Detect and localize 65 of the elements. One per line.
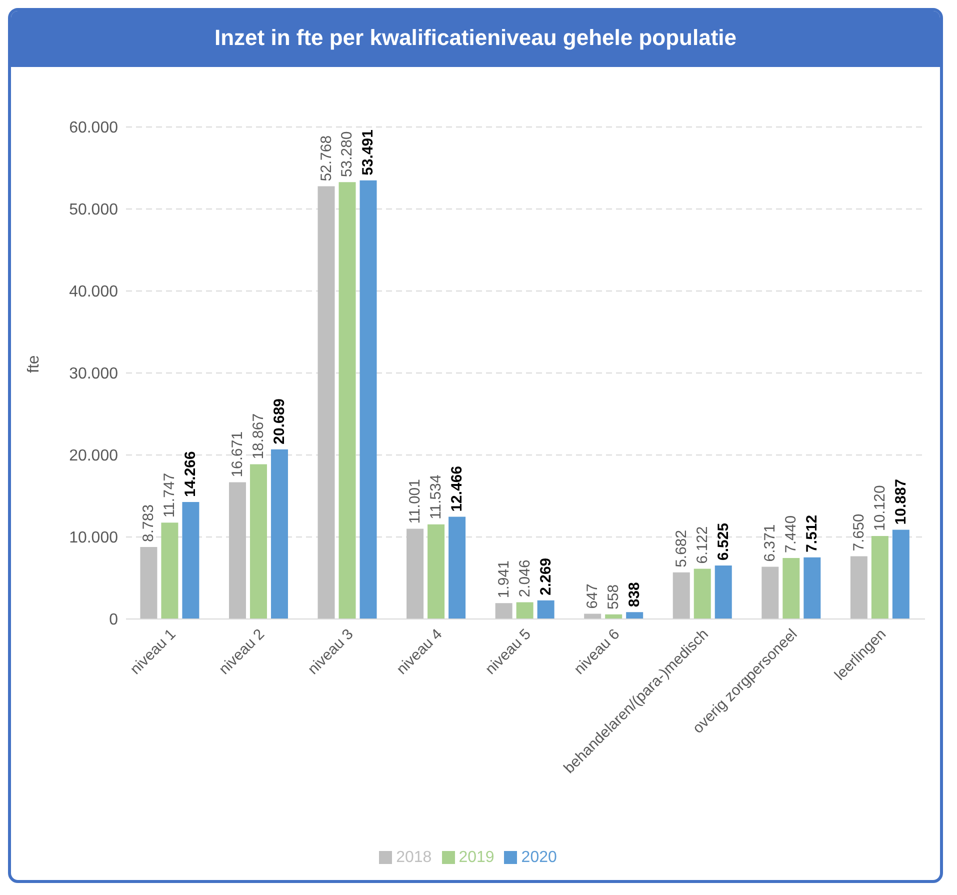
data-label: 1.941 (495, 560, 512, 598)
bar (428, 524, 445, 619)
bar (804, 557, 821, 619)
data-label: 6.525 (714, 522, 732, 560)
bar (182, 502, 200, 619)
data-label: 52.768 (318, 135, 335, 182)
data-label: 10.887 (892, 478, 910, 525)
data-label: 11.001 (406, 479, 424, 524)
data-label: 16.671 (228, 431, 246, 478)
data-label: 2.046 (516, 560, 534, 598)
data-label: 53.491 (360, 129, 377, 176)
bar (584, 614, 602, 619)
y-axis-title: fte (26, 355, 43, 373)
bar (672, 572, 690, 619)
bar (495, 603, 512, 619)
chart-title: Inzet in fte per kwalificatieniveau gehele populatie (11, 11, 940, 67)
data-label: 6.122 (694, 526, 711, 564)
legend-label: 2019 (458, 849, 494, 866)
bar (850, 556, 868, 619)
y-tick-label: 10.000 (69, 530, 118, 547)
data-label: 8.783 (140, 504, 158, 542)
bar (537, 600, 554, 619)
y-tick-label: 60.000 (69, 120, 118, 137)
data-label: 14.266 (182, 451, 200, 498)
bar (161, 522, 178, 619)
bar (714, 565, 732, 619)
bar (892, 530, 910, 619)
data-label: 18.867 (250, 413, 267, 460)
data-label: 12.466 (448, 466, 466, 512)
data-label: 10.120 (871, 485, 888, 532)
data-label: 7.512 (804, 514, 821, 552)
bar (318, 186, 335, 619)
data-label: 7.650 (850, 514, 868, 552)
y-tick-label: 50.000 (69, 202, 118, 219)
bar (626, 612, 644, 619)
data-label: 11.747 (161, 472, 178, 518)
data-label: 558 (605, 584, 622, 610)
data-label: 6.371 (762, 524, 779, 562)
bar (782, 558, 800, 619)
y-tick-label: 0 (109, 612, 118, 629)
bar (228, 482, 246, 619)
data-label: 7.440 (782, 515, 800, 553)
bar (338, 182, 356, 619)
bar (250, 464, 267, 619)
bar (871, 536, 888, 619)
data-label: 2.269 (537, 558, 554, 596)
y-tick-label: 30.000 (69, 366, 118, 383)
y-tick-label: 40.000 (69, 284, 118, 301)
bar (140, 546, 158, 619)
bar (406, 528, 424, 619)
data-label: 11.534 (428, 474, 445, 520)
bar (270, 449, 288, 619)
data-label: 53.280 (338, 131, 356, 178)
bar (448, 516, 466, 619)
legend-label: 2020 (521, 849, 557, 866)
bar (694, 568, 711, 619)
data-label: 5.682 (672, 530, 690, 568)
legend-label: 2018 (396, 849, 432, 866)
data-label: 647 (584, 584, 602, 609)
data-label: 20.689 (270, 398, 288, 444)
data-label: 838 (626, 582, 644, 608)
bar (762, 566, 779, 619)
bar (360, 180, 377, 619)
y-tick-label: 20.000 (69, 448, 118, 465)
bar (516, 602, 534, 619)
